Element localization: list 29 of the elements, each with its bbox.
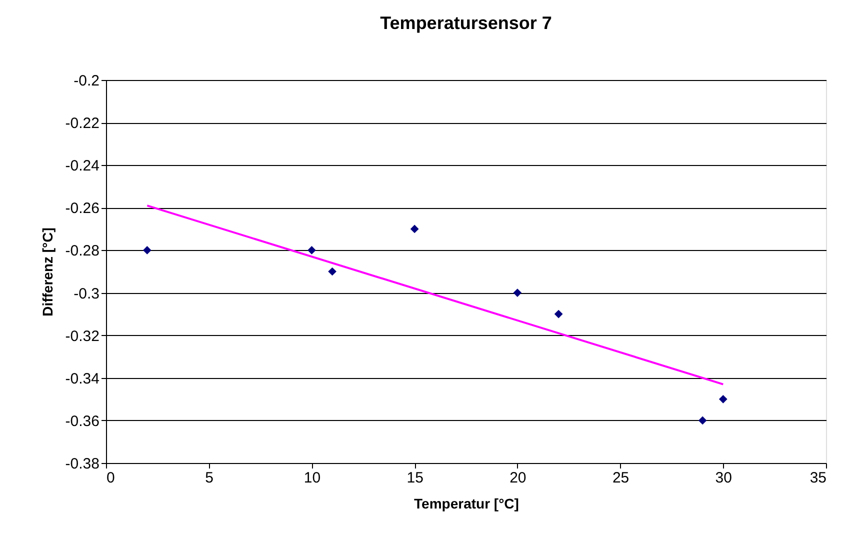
- y-axis-title: Differenz [°C]: [39, 228, 56, 316]
- x-tick-label: 0: [106, 470, 115, 486]
- x-tick-label: 10: [304, 470, 321, 486]
- y-tick-label: -0.32: [65, 328, 100, 345]
- x-tick-label: 5: [205, 470, 214, 486]
- y-tick-label: -0.28: [65, 242, 100, 260]
- x-tick-label: 25: [612, 470, 630, 486]
- y-tick-label: -0.24: [65, 158, 100, 175]
- y-tick-label: -0.38: [65, 456, 100, 472]
- y-tick-label: -0.2: [74, 72, 100, 90]
- y-tick-label: -0.26: [65, 200, 100, 218]
- x-axis-title: Temperatur [°C]: [414, 496, 519, 512]
- point: [513, 288, 522, 297]
- chart-title: Temperatursensor 7: [380, 13, 552, 33]
- x-tick-label: 35: [810, 470, 826, 486]
- x-tick-label: 30: [715, 470, 732, 486]
- point: [718, 394, 728, 404]
- point: [698, 416, 707, 425]
- point: [308, 246, 316, 254]
- point: [554, 310, 563, 318]
- y-tick-label: -0.36: [65, 412, 100, 430]
- x-tick-label: 20: [510, 470, 526, 486]
- point: [142, 246, 152, 254]
- y-tick-label: -0.3: [74, 285, 100, 302]
- x-tick-label: 15: [406, 470, 424, 486]
- y-tick-label: -0.22: [65, 115, 100, 132]
- point: [410, 224, 419, 234]
- point: [328, 267, 336, 276]
- y-tick-label: -0.34: [65, 370, 100, 388]
